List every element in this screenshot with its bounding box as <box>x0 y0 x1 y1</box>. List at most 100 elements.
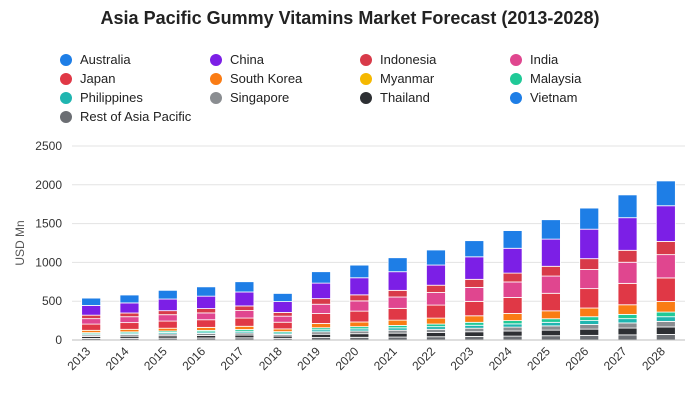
bar-segment <box>196 308 216 314</box>
bar-segment <box>349 321 370 328</box>
bar-segment <box>464 278 485 288</box>
bar-segment <box>541 310 561 320</box>
bar-segment <box>655 334 676 341</box>
bar-segment <box>502 297 523 314</box>
bar-segment <box>387 332 408 338</box>
legend-marker <box>60 53 72 66</box>
x-tick-label: 2027 <box>601 344 630 373</box>
legend-label: Indonesia <box>380 52 437 67</box>
y-tick-label: 500 <box>42 294 62 308</box>
bar-segment <box>464 240 485 258</box>
bar-segment <box>349 277 370 296</box>
bar-segment <box>464 331 485 337</box>
bar-segment <box>655 205 676 242</box>
x-tick-label: 2023 <box>448 344 477 373</box>
bar-segment <box>311 313 331 324</box>
bar-segment <box>234 310 255 319</box>
bar-segment <box>655 316 676 322</box>
y-axis-label: USD Mn <box>13 220 27 265</box>
bar-segment <box>349 294 370 302</box>
bar-segment <box>349 330 370 335</box>
bar-segment <box>81 305 102 316</box>
legend-label: Myanmar <box>380 71 435 86</box>
bar-segment <box>311 323 331 329</box>
bar-segment <box>157 327 178 332</box>
bar-segment <box>387 307 408 321</box>
bar-segment <box>579 324 600 330</box>
bar-segment <box>234 334 255 339</box>
bar-segment <box>579 258 600 270</box>
bar-segment <box>426 328 446 333</box>
bar-segment <box>349 300 370 312</box>
legend-item: Singapore <box>210 90 289 105</box>
y-tick-label: 1000 <box>35 255 62 269</box>
x-tick-label: 2028 <box>639 344 668 373</box>
bar-segment <box>464 315 485 323</box>
bar-segment <box>311 271 331 284</box>
legend-item: Myanmar <box>360 71 434 86</box>
bar-segment <box>272 315 293 323</box>
bar-segment <box>196 326 216 331</box>
x-tick-label: 2018 <box>256 344 285 373</box>
bar-segment <box>541 329 561 337</box>
bar-segment <box>502 281 523 298</box>
legend-item: Thailand <box>360 90 430 105</box>
bar-segment <box>502 330 523 337</box>
bar-segment <box>119 312 140 318</box>
legend-marker <box>60 91 72 104</box>
bar-segment <box>426 332 446 338</box>
legend-label: South Korea <box>230 71 303 86</box>
bar-segment <box>234 281 255 293</box>
bar-segment <box>464 256 485 280</box>
x-tick-label: 2020 <box>333 344 362 373</box>
bar-segment <box>579 320 600 325</box>
bar-segment <box>541 292 561 312</box>
bar-segment <box>502 313 523 321</box>
bar-segment <box>655 326 676 335</box>
legend-marker <box>60 72 72 85</box>
bar-segment <box>272 312 293 317</box>
legend-marker <box>210 53 222 66</box>
bar-segment <box>655 301 676 313</box>
y-tick-label: 1500 <box>35 217 62 231</box>
legend-marker <box>510 91 522 104</box>
bar-segment <box>157 289 178 300</box>
bar-segment <box>387 257 408 273</box>
legend-item: China <box>210 52 264 67</box>
bar-segment <box>196 286 216 297</box>
bar-segment <box>234 291 255 307</box>
bar-segment <box>579 316 600 322</box>
bar-segment <box>387 271 408 291</box>
bar-segment <box>579 269 600 290</box>
legend-marker <box>360 53 372 66</box>
legend-marker <box>510 72 522 85</box>
bar-segment <box>426 284 446 293</box>
bar-segment <box>502 323 523 328</box>
bar-segment <box>311 282 331 300</box>
bar-segment <box>81 314 102 320</box>
bar-segment <box>196 319 216 328</box>
x-tick-label: 2016 <box>179 344 208 373</box>
bar-segment <box>464 300 485 317</box>
bar-segment <box>81 297 102 306</box>
bar-segment <box>502 326 523 332</box>
bar-segment <box>387 296 408 309</box>
legend-marker <box>210 91 222 104</box>
bar-segment <box>541 238 561 267</box>
bar-segment <box>464 327 485 333</box>
bar-segment <box>119 322 140 330</box>
bar-segment <box>617 334 638 341</box>
bar-segment <box>464 286 485 302</box>
bar-segment <box>617 261 638 284</box>
bar-segment <box>502 230 523 249</box>
bar-segment <box>349 333 370 338</box>
bar-segment <box>541 335 561 341</box>
legend-item: Japan <box>60 71 115 86</box>
bar-segment <box>541 219 561 240</box>
bar-segment <box>617 194 638 219</box>
bar-segment <box>579 307 600 318</box>
bar-segment <box>464 321 485 326</box>
bar-segment <box>119 316 140 324</box>
legend-marker <box>60 110 72 123</box>
